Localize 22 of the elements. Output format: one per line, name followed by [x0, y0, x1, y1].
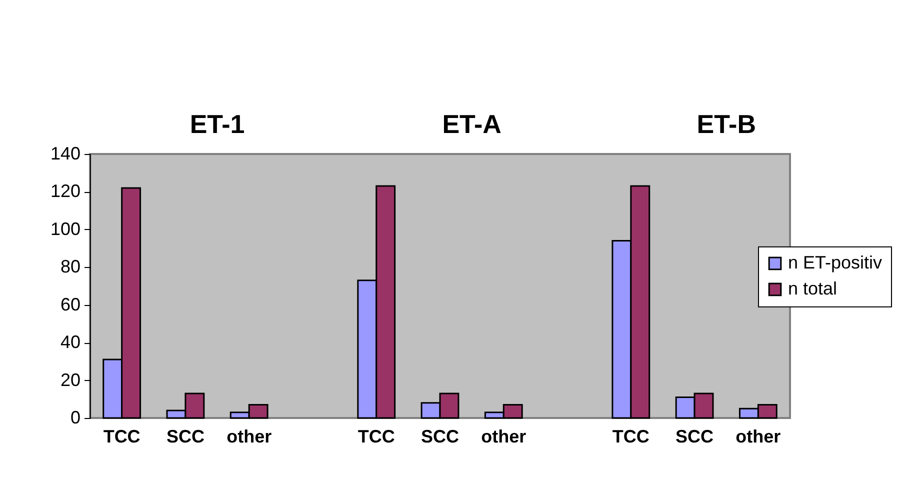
text: ET-A: [442, 109, 502, 139]
y-tick-label: 20: [60, 370, 80, 390]
y-tick-label: 60: [60, 294, 80, 314]
x-tick-label: other: [736, 426, 781, 446]
text: ET-1: [190, 109, 245, 139]
x-tick-label: TCC: [358, 426, 395, 446]
legend-label: n ET-positiv: [788, 252, 882, 272]
y-tick-label: 120: [50, 181, 80, 202]
x-tick-label: SCC: [420, 426, 460, 446]
x-tick-label: other: [226, 426, 272, 446]
legend-label: n total: [788, 278, 838, 298]
x-tick-label: TCC: [612, 426, 650, 446]
x-tick-label: SCC: [676, 426, 714, 446]
y-tick-label: 100: [50, 218, 80, 239]
x-tick-label: TCC: [103, 426, 140, 446]
y-tick-label: 40: [60, 332, 80, 352]
text: ET-B: [696, 109, 756, 139]
y-tick-label: 80: [60, 256, 80, 277]
y-tick-label: 0: [70, 408, 80, 428]
y-tick-label: 140: [50, 144, 80, 164]
x-tick-label: SCC: [166, 426, 204, 446]
x-tick-label: other: [481, 426, 526, 446]
